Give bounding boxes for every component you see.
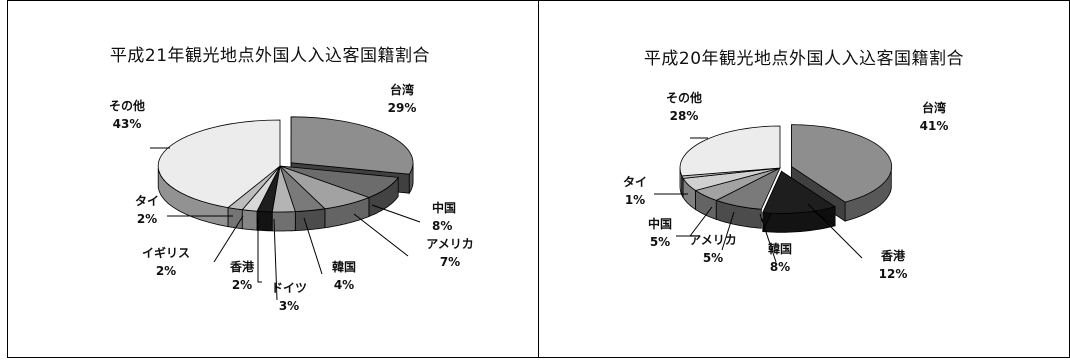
slice-name-韓国: 韓国 — [768, 241, 792, 256]
slice-value-その他: 28% — [670, 109, 699, 123]
leader-line-香港 — [257, 218, 262, 283]
pie-slice-その他 — [679, 125, 781, 177]
pie-h20 — [679, 124, 893, 233]
slice-name-ドイツ: ドイツ — [271, 281, 307, 295]
slice-value-香港: 12% — [879, 267, 908, 281]
leader-line-韓国 — [303, 217, 323, 275]
slice-name-中国: 中国 — [432, 200, 456, 215]
slice-name-中国: 中国 — [648, 216, 672, 231]
slice-value-韓国: 4% — [334, 278, 354, 292]
leader-line-中国 — [676, 206, 713, 237]
slice-value-中国: 5% — [650, 235, 670, 249]
leader-line-中国 — [371, 204, 421, 223]
slice-value-アメリカ: 5% — [703, 251, 723, 265]
slice-name-韓国: 韓国 — [332, 259, 356, 274]
slice-name-その他: その他 — [109, 98, 145, 113]
pie-slice-その他 — [157, 119, 281, 209]
pie-side-タイ — [227, 207, 243, 230]
slice-value-タイ: 2% — [137, 212, 157, 226]
pie-side-ドイツ — [271, 211, 296, 232]
chart-h21: 平成21年観光地点外国人入込客国籍割合 台湾 29% 中国 8% アメリカ 7% 韓国 4% ド… — [109, 46, 474, 313]
leader-line-アメリカ — [353, 213, 409, 257]
pie-slice-香港 — [762, 170, 837, 214]
leader-line-イギリス — [213, 215, 244, 263]
slice-name-台湾: 台湾 — [390, 82, 414, 97]
leader-line-アメリカ — [721, 211, 735, 251]
slice-value-イギリス: 2% — [156, 264, 176, 278]
slice-name-アメリカ: アメリカ — [689, 233, 736, 247]
slice-value-台湾: 29% — [388, 101, 417, 115]
slice-value-韓国: 8% — [770, 260, 790, 274]
slice-name-タイ: タイ — [623, 175, 647, 189]
slice-name-アメリカ: アメリカ — [426, 237, 473, 251]
labels-h20: 台湾 41% 香港 12% 韓国 8% アメリカ 5% 中国 5% タイ 1% その他 28% — [623, 90, 948, 281]
slice-name-その他: その他 — [666, 90, 702, 105]
slice-name-台湾: 台湾 — [922, 100, 946, 115]
slice-value-その他: 43% — [113, 117, 142, 131]
slice-value-中国: 8% — [432, 219, 452, 233]
slice-value-タイ: 1% — [625, 193, 645, 207]
slice-name-タイ: タイ — [135, 194, 159, 208]
slice-name-イギリス: イギリス — [142, 245, 190, 260]
slice-name-香港: 香港 — [229, 259, 255, 274]
slice-value-香港: 2% — [232, 278, 252, 292]
pie-slice-台湾 — [290, 116, 414, 175]
leader-line-韓国 — [759, 213, 777, 263]
pie-side-韓国 — [294, 208, 326, 231]
labels-h21: 台湾 29% 中国 8% アメリカ 7% 韓国 4% ドイツ 3% 香港 2% イギリス 2% タイ 2% その… — [109, 82, 474, 313]
slice-value-アメリカ: 7% — [440, 255, 460, 269]
pie-side-香港 — [256, 210, 273, 232]
pie-side-イギリス — [241, 209, 258, 231]
pie-h21 — [157, 116, 414, 232]
chart-title-h21: 平成21年観光地点外国人入込客国籍割合 — [110, 46, 430, 66]
chart-h20: 平成20年観光地点外国人入込客国籍割合 台湾 41% 香港 12% 韓国 8% アメリカ 5%… — [623, 49, 964, 281]
slice-value-ドイツ: 3% — [279, 299, 299, 313]
pie-slice-台湾 — [791, 124, 893, 203]
slice-name-香港: 香港 — [880, 248, 906, 263]
slice-value-台湾: 41% — [920, 119, 949, 133]
leader-line-香港 — [807, 203, 863, 259]
leader-line-ドイツ — [273, 218, 278, 301]
chart-title-h20: 平成20年観光地点外国人入込客国籍割合 — [644, 49, 964, 69]
